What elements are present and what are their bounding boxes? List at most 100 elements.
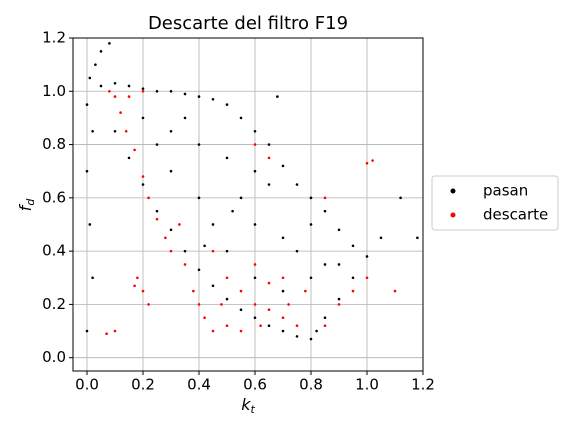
- point: [197, 143, 201, 146]
- legend-label: pasan: [483, 182, 528, 200]
- point: [239, 116, 243, 120]
- point: [91, 276, 94, 280]
- point: [253, 316, 257, 320]
- x-tick-label: 0.0: [75, 376, 99, 394]
- point: [225, 324, 229, 328]
- point: [309, 196, 313, 200]
- point: [295, 335, 299, 338]
- point: [197, 268, 201, 272]
- point: [141, 89, 145, 93]
- point: [239, 308, 243, 312]
- x-label-main: k: [241, 395, 251, 414]
- point: [183, 249, 187, 253]
- point: [141, 183, 145, 186]
- point: [169, 169, 173, 173]
- point: [147, 196, 150, 200]
- point: [108, 89, 111, 93]
- point: [267, 156, 271, 160]
- y-tick-label: 0.8: [42, 135, 66, 153]
- point: [281, 329, 285, 333]
- point: [281, 316, 285, 320]
- point: [127, 84, 131, 88]
- point: [119, 111, 122, 114]
- point: [197, 196, 201, 200]
- x-tick-label: 1.0: [355, 376, 379, 394]
- point: [225, 103, 229, 106]
- point: [239, 196, 243, 200]
- point: [127, 95, 131, 98]
- point: [323, 316, 327, 320]
- y-tick-label: 1.0: [42, 82, 66, 100]
- point: [169, 129, 173, 133]
- point: [85, 103, 89, 106]
- point: [351, 276, 355, 280]
- point: [113, 81, 117, 85]
- point: [225, 297, 229, 301]
- y-tick-label: 0.6: [42, 188, 66, 206]
- point: [155, 143, 159, 146]
- point: [295, 249, 299, 253]
- point: [85, 329, 89, 333]
- point: [88, 76, 92, 80]
- point: [253, 143, 257, 146]
- point: [351, 244, 355, 248]
- point: [309, 223, 313, 226]
- point: [267, 308, 271, 312]
- point: [337, 303, 341, 306]
- point: [211, 329, 215, 333]
- point: [281, 164, 285, 168]
- point: [183, 263, 187, 266]
- point: [253, 263, 257, 266]
- point: [253, 303, 257, 306]
- point: [393, 289, 397, 293]
- y-label-sub: d: [24, 198, 37, 206]
- point: [287, 303, 290, 306]
- point: [211, 97, 215, 101]
- point: [203, 316, 206, 320]
- point: [197, 303, 201, 306]
- point: [113, 129, 117, 133]
- point: [155, 217, 159, 221]
- point: [323, 324, 327, 328]
- point: [239, 329, 243, 333]
- point: [365, 276, 369, 280]
- point: [399, 196, 402, 200]
- point: [267, 281, 271, 285]
- y-axis-label: fd: [16, 198, 38, 212]
- x-label-sub: t: [250, 403, 255, 416]
- point: [267, 143, 271, 146]
- point: [141, 175, 145, 178]
- point: [108, 42, 111, 45]
- point: [183, 92, 187, 96]
- point: [192, 289, 195, 293]
- point: [203, 244, 206, 248]
- point: [211, 223, 215, 226]
- legend-label: descarte: [483, 206, 548, 224]
- point: [337, 263, 341, 266]
- point: [155, 209, 159, 213]
- x-tick-label: 0.2: [131, 376, 155, 394]
- point: [197, 95, 201, 98]
- y-tick-label: 0.2: [42, 295, 66, 313]
- point: [169, 228, 173, 232]
- point: [304, 289, 307, 293]
- point: [365, 255, 369, 258]
- point: [295, 183, 299, 186]
- x-axis-label: kt: [241, 395, 255, 417]
- y-label-main: f: [16, 203, 35, 211]
- legend-marker: [450, 212, 456, 218]
- legend-box: [431, 175, 559, 231]
- point: [141, 289, 145, 293]
- point: [164, 236, 167, 240]
- point: [253, 276, 257, 280]
- y-tick-label: 1.2: [42, 29, 66, 47]
- point: [309, 337, 313, 341]
- point: [169, 249, 173, 253]
- y-tick-label: 0.0: [42, 348, 66, 366]
- point: [147, 303, 150, 306]
- y-tick-label: 0.4: [42, 242, 66, 260]
- point: [113, 329, 117, 333]
- point: [211, 284, 215, 288]
- point: [253, 169, 257, 173]
- point: [178, 223, 181, 226]
